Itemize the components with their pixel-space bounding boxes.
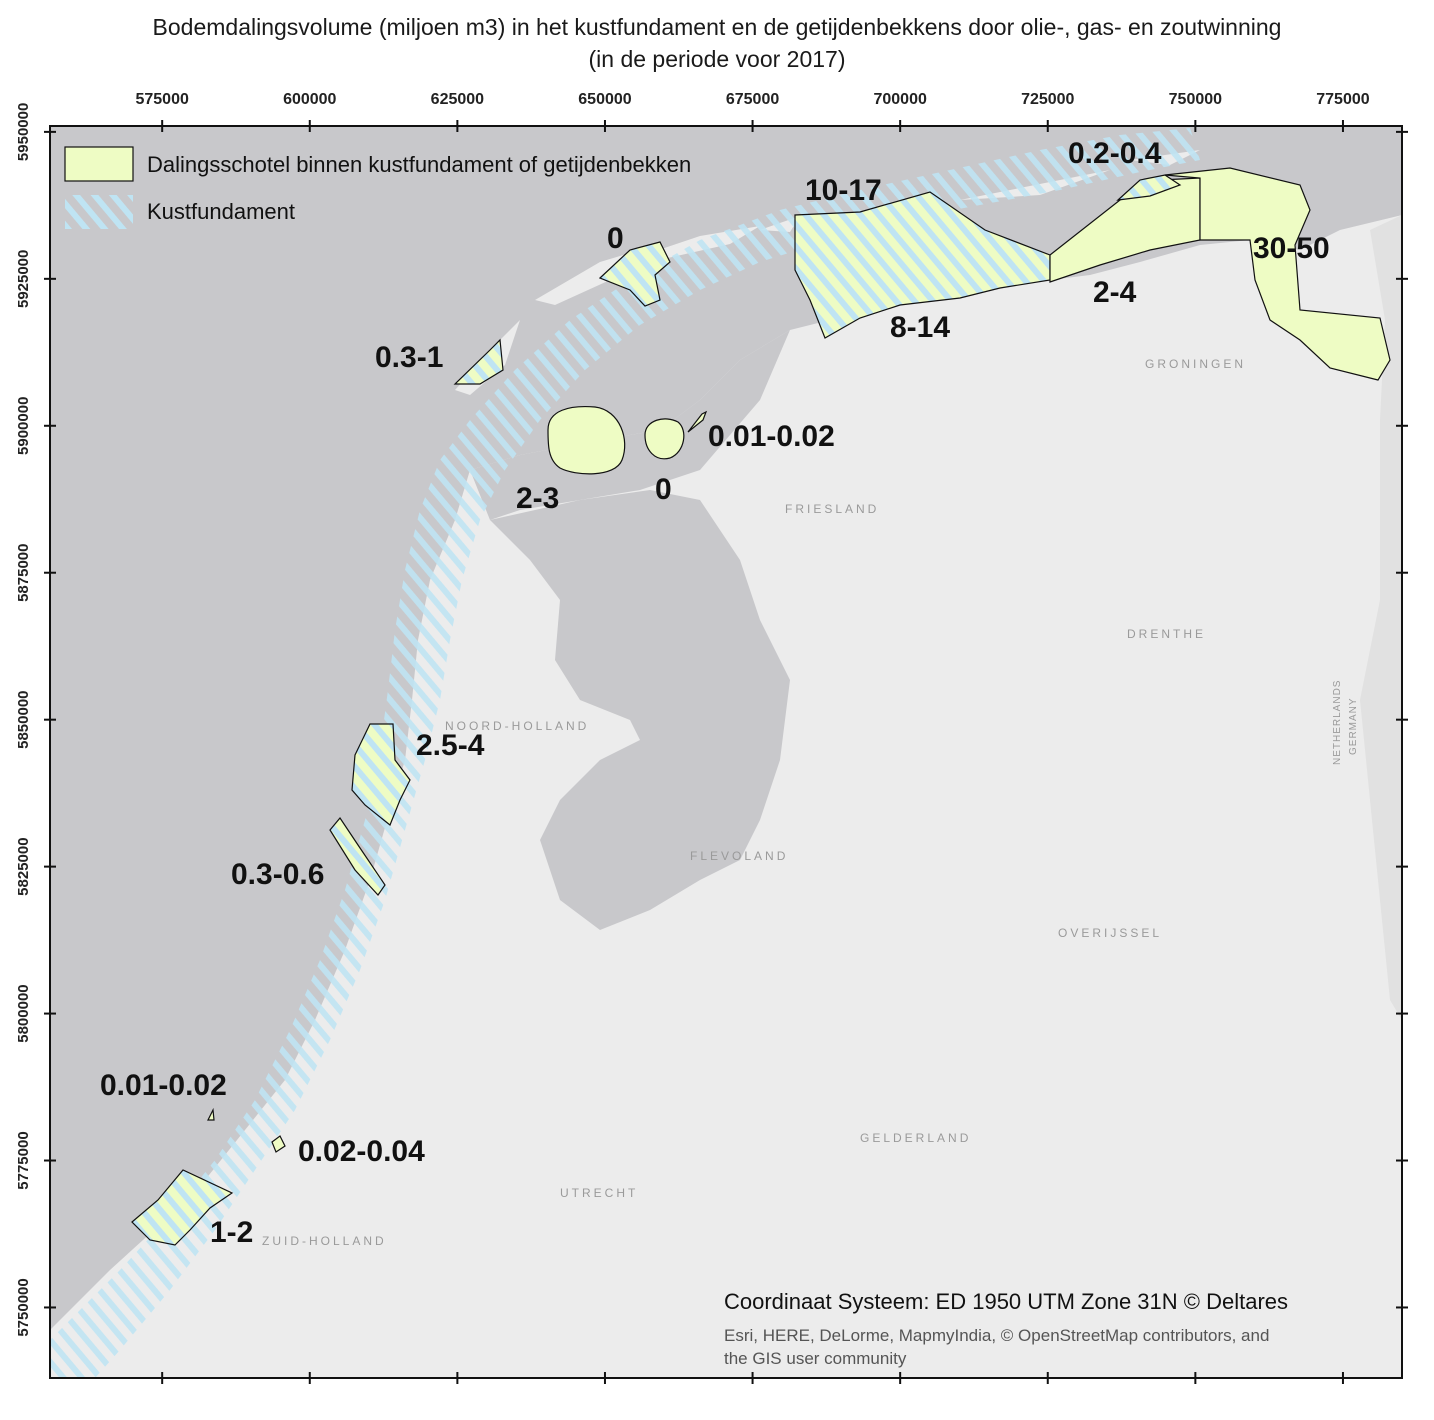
x-tick-label: 675000 (726, 91, 779, 108)
x-tick-label: 775000 (1316, 91, 1369, 108)
legend-swatch-coastal (65, 195, 133, 229)
bowl-0-ameland (644, 418, 685, 460)
coordinate-system-credit: Coordinaat Systeem: ED 1950 UTM Zone 31N… (724, 1289, 1288, 1314)
y-tick-label: 5850000 (15, 690, 32, 748)
x-tick-label: 700000 (873, 91, 926, 108)
region-overijssel: OVERIJSSEL (1058, 926, 1162, 940)
bowl-1-2 (131, 1169, 234, 1246)
kustfundament-zone (50, 128, 1200, 1378)
region-friesland: FRIESLAND (785, 502, 879, 516)
wadden-sea (470, 330, 790, 520)
label-0.2-0.4: 0.2-0.4 (1068, 137, 1162, 170)
label-0.3-1: 0.3-1 (375, 341, 443, 374)
x-tick-label: 650000 (578, 91, 631, 108)
source-credit-line2: the GIS user community (724, 1349, 907, 1368)
bowl-0.01-0.02-north (687, 410, 708, 433)
map-frame (49, 125, 1403, 1379)
x-tick-label: 750000 (1169, 91, 1222, 108)
region-groningen: GRONINGEN (1145, 357, 1246, 371)
label-0.01-0.02-south: 0.01-0.02 (100, 1069, 227, 1102)
label-30-50: 30-50 (1253, 232, 1330, 265)
region-drenthe: DRENTHE (1127, 627, 1206, 641)
bowl-2-3 (547, 406, 626, 475)
region-utrecht: UTRECHT (560, 1186, 638, 1200)
x-tick-label: 625000 (431, 91, 484, 108)
y-tick-label: 5900000 (15, 397, 32, 455)
y-tick-label: 5800000 (15, 984, 32, 1042)
y-tick-label: 5875000 (15, 544, 32, 602)
map-title: Bodemdalingsvolume (miljoen m3) in het k… (152, 14, 1282, 40)
label-10-17: 10-17 (805, 174, 882, 207)
bowl-2.5-4 (351, 723, 411, 826)
label-0-ameland: 0 (655, 473, 672, 506)
bowl-10-17 (794, 191, 1051, 339)
label-0-north: 0 (607, 222, 624, 255)
region-netherlands: NETHERLANDS (1332, 680, 1343, 765)
region-flevoland: FLEVOLAND (690, 849, 788, 863)
label-8-14: 8-14 (890, 311, 950, 344)
label-2-4: 2-4 (1093, 276, 1137, 309)
legend: Dalingsschotel binnen kustfundament of g… (64, 146, 691, 229)
y-tick-label: 5825000 (15, 837, 32, 895)
bowl-0.02-0.04 (271, 1135, 286, 1153)
label-0.3-0.6: 0.3-0.6 (231, 858, 324, 891)
source-credit-line1: Esri, HERE, DeLorme, MapmyIndia, © OpenS… (724, 1326, 1269, 1345)
bowl-30-50 (1164, 167, 1391, 381)
bowl-0.01-0.02-south (207, 1107, 215, 1121)
label-2-3: 2-3 (516, 482, 559, 515)
y-tick-label: 5925000 (15, 250, 32, 308)
legend-label-subsidence: Dalingsschotel binnen kustfundament of g… (147, 152, 691, 177)
region-germany: GERMANY (1348, 697, 1359, 755)
region-gelderland: GELDERLAND (860, 1131, 971, 1145)
label-0.02-0.04: 0.02-0.04 (298, 1135, 425, 1168)
label-2.5-4: 2.5-4 (416, 729, 485, 762)
ijsselmeer (490, 490, 790, 930)
region-zuid-holland: ZUID-HOLLAND (262, 1234, 387, 1248)
bowl-0.3-0.6 (329, 816, 386, 896)
bowl-0.2-0.4 (1116, 174, 1182, 201)
bowl-0.3-1 (453, 338, 504, 385)
axis-ticks: 575000 600000 625000 650000 675000 700000 7250… (15, 91, 1408, 1384)
y-tick-label: 5950000 (15, 103, 32, 161)
map-subtitle: (in de periode voor 2017) (588, 46, 846, 72)
x-tick-label: 600000 (283, 91, 336, 108)
label-0.01-0.02-north: 0.01-0.02 (708, 420, 835, 453)
y-tick-label: 5775000 (15, 1131, 32, 1189)
x-tick-label: 725000 (1021, 91, 1074, 108)
x-tick-label: 575000 (135, 91, 188, 108)
germany-area (1360, 215, 1402, 1020)
legend-label-coastal: Kustfundament (147, 199, 295, 224)
label-1-2: 1-2 (210, 1216, 253, 1249)
y-tick-label: 5750000 (15, 1278, 32, 1336)
bowl-0-north (598, 241, 671, 307)
region-noord-holland: NOORD-HOLLAND (445, 719, 589, 733)
island-vlieland (535, 250, 640, 305)
legend-swatch-subsidence (64, 146, 134, 182)
